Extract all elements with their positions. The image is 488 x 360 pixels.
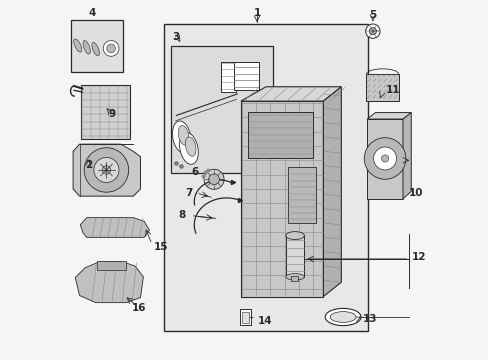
Text: 7: 7 <box>185 188 192 198</box>
Polygon shape <box>80 218 149 237</box>
Circle shape <box>103 41 119 56</box>
Circle shape <box>102 166 110 174</box>
Circle shape <box>84 148 128 192</box>
Text: 6: 6 <box>191 167 198 177</box>
Text: 8: 8 <box>178 210 185 220</box>
Text: 2: 2 <box>85 160 92 170</box>
Text: 16: 16 <box>131 303 145 314</box>
FancyBboxPatch shape <box>290 276 298 281</box>
Ellipse shape <box>285 231 304 239</box>
FancyBboxPatch shape <box>233 62 258 90</box>
FancyBboxPatch shape <box>247 112 312 158</box>
Ellipse shape <box>325 309 360 325</box>
Circle shape <box>364 138 405 179</box>
Circle shape <box>381 155 388 162</box>
Polygon shape <box>366 113 410 119</box>
FancyBboxPatch shape <box>221 62 235 92</box>
Ellipse shape <box>92 42 99 56</box>
Text: 15: 15 <box>154 242 168 252</box>
Ellipse shape <box>329 312 355 322</box>
FancyBboxPatch shape <box>285 235 304 277</box>
Text: 9: 9 <box>108 109 115 119</box>
Ellipse shape <box>285 274 304 280</box>
Text: 1: 1 <box>253 8 260 18</box>
Ellipse shape <box>178 125 188 145</box>
Text: 10: 10 <box>408 188 423 198</box>
Text: 5: 5 <box>368 10 376 20</box>
FancyBboxPatch shape <box>287 167 316 223</box>
Polygon shape <box>73 144 140 196</box>
Circle shape <box>106 44 115 53</box>
Polygon shape <box>366 119 402 199</box>
Ellipse shape <box>179 132 198 164</box>
FancyBboxPatch shape <box>163 24 367 330</box>
Circle shape <box>203 169 224 189</box>
FancyBboxPatch shape <box>242 312 248 323</box>
Text: 3: 3 <box>172 32 180 41</box>
Circle shape <box>94 157 119 183</box>
Circle shape <box>365 24 379 39</box>
Circle shape <box>208 174 219 185</box>
Polygon shape <box>241 101 323 297</box>
Ellipse shape <box>172 121 191 153</box>
FancyBboxPatch shape <box>239 309 251 325</box>
Polygon shape <box>241 87 341 101</box>
Polygon shape <box>75 262 143 303</box>
FancyBboxPatch shape <box>171 45 273 173</box>
Text: 12: 12 <box>411 252 426 262</box>
Polygon shape <box>402 113 410 199</box>
Text: 13: 13 <box>362 314 377 324</box>
Ellipse shape <box>74 39 81 52</box>
Circle shape <box>368 28 376 35</box>
FancyBboxPatch shape <box>70 21 122 72</box>
Text: 4: 4 <box>88 8 96 18</box>
FancyBboxPatch shape <box>81 85 129 139</box>
Ellipse shape <box>185 137 196 156</box>
Text: 14: 14 <box>258 316 272 325</box>
Text: 11: 11 <box>386 85 400 95</box>
Ellipse shape <box>83 41 90 54</box>
Circle shape <box>373 147 396 170</box>
FancyBboxPatch shape <box>97 261 126 270</box>
FancyBboxPatch shape <box>366 74 398 101</box>
Polygon shape <box>323 87 341 297</box>
